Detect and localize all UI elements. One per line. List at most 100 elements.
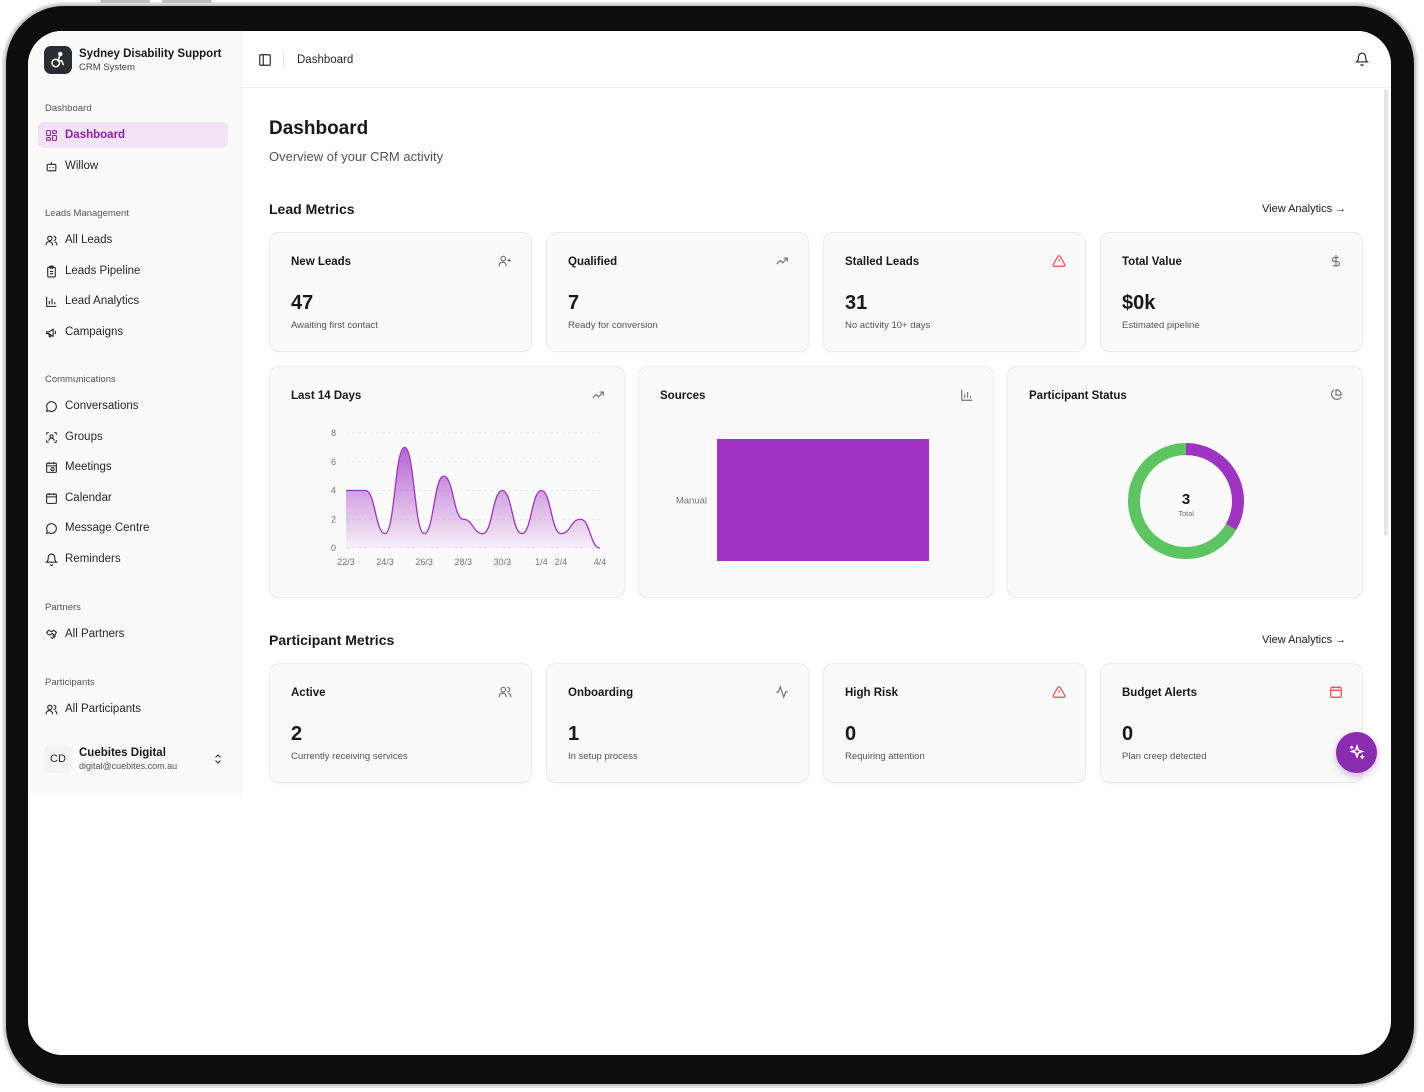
trending-up-icon	[776, 257, 788, 265]
card-value: 47	[291, 292, 314, 314]
scrollbar[interactable]	[1384, 89, 1388, 536]
calendar-icon	[46, 492, 57, 504]
sidebar-item-label: Dashboard	[65, 129, 126, 141]
card-value: $0k	[1122, 292, 1156, 314]
sidebar-item-label: Willow	[65, 160, 99, 172]
sidebar-item-leads-pipeline[interactable]: Leads Pipeline	[38, 258, 228, 284]
chart-title: Last 14 Days	[291, 390, 362, 402]
y-tick-label: 4	[331, 486, 336, 496]
page-title: Dashboard	[269, 118, 369, 139]
sidebar-item-reminders[interactable]: Reminders	[38, 546, 228, 572]
card-note: Currently receiving services	[291, 751, 408, 762]
sidebar-item-label: Campaigns	[65, 326, 124, 338]
card-note: In setup process	[568, 751, 638, 762]
metric-card-budget-alerts[interactable]: Budget Alerts 0 Plan creep detected	[1100, 663, 1363, 783]
x-tick-label: 28/3	[454, 557, 472, 567]
y-tick-label: 6	[331, 457, 336, 467]
page-subtitle: Overview of your CRM activity	[269, 149, 444, 164]
category-label: Manual	[676, 496, 707, 507]
metric-card-stalled-leads[interactable]: Stalled Leads 31 No activity 10+ days	[823, 232, 1086, 352]
clipboard-icon	[47, 265, 56, 277]
crm-app: Sydney Disability Support CRM System Das…	[28, 31, 1391, 794]
card-note: Awaiting first contact	[291, 320, 378, 331]
users-icon	[45, 704, 58, 714]
card-title: High Risk	[845, 687, 899, 699]
brand-title: Sydney Disability Support	[79, 47, 222, 60]
group-label-partners: Partners	[45, 602, 81, 613]
chart-card-last-14-days: Last 14 Days 0 2 4 6 8 22/3 24/3 26/3 28/3 30/3 1/…	[269, 366, 625, 598]
alert-triangle-icon	[1052, 686, 1066, 698]
sidebar-item-conversations[interactable]: Conversations	[38, 393, 228, 419]
sidebar-item-groups[interactable]: Groups	[38, 424, 228, 450]
sidebar-item-label: Message Centre	[65, 522, 150, 534]
x-tick-label: 2/4	[555, 557, 568, 567]
chart-card-sources: Sources Manual	[638, 366, 994, 598]
users-icon	[45, 235, 58, 245]
main-content: Dashboard Dashboard Overview of your CRM…	[241, 31, 1391, 794]
metric-card-qualified[interactable]: Qualified 7 Ready for conversion	[546, 232, 809, 352]
sidebar-item-calendar[interactable]: Calendar	[38, 485, 228, 511]
group-label-participants: Participants	[45, 677, 95, 688]
brand-logo	[44, 46, 72, 74]
sidebar-item-campaigns[interactable]: Campaigns	[38, 319, 228, 345]
activity-icon	[776, 685, 788, 699]
sidebar-item-all-partners[interactable]: All Partners	[38, 621, 228, 647]
breadcrumb: Dashboard	[297, 54, 354, 66]
sidebar-item-message-centre[interactable]: Message Centre	[38, 515, 228, 541]
area-fill	[346, 447, 600, 548]
sidebar-item-label: Leads Pipeline	[65, 265, 141, 277]
group-label-leads: Leads Management	[45, 208, 129, 219]
calendar-clock-icon	[46, 461, 57, 473]
x-tick-label: 22/3	[337, 557, 355, 567]
calendar-icon	[1330, 686, 1342, 698]
metric-card-new-leads[interactable]: New Leads 47 Awaiting first contact	[269, 232, 532, 352]
metric-card-total-value[interactable]: Total Value $0k Estimated pipeline	[1100, 232, 1363, 352]
y-tick-label: 0	[331, 543, 336, 553]
sidebar-item-label: Calendar	[65, 492, 112, 504]
user-menu[interactable]: CD Cuebites Digital digital@cuebites.com…	[44, 745, 224, 773]
metric-card-active[interactable]: Active 2 Currently receiving services	[269, 663, 532, 783]
sidebar-item-label: Lead Analytics	[65, 295, 140, 307]
card-value: 1	[568, 723, 580, 745]
ai-assistant-button[interactable]	[1336, 732, 1377, 773]
bar-chart-icon	[961, 389, 973, 401]
card-value: 0	[845, 723, 857, 745]
screen: Sydney Disability Support CRM System Das…	[28, 31, 1391, 1055]
sidebar-item-willow[interactable]: Willow	[38, 153, 228, 179]
sidebar-toggle-icon[interactable]	[258, 53, 272, 67]
bell-icon	[45, 553, 58, 566]
lead-metrics-title: Lead Metrics	[269, 201, 355, 217]
card-title: Total Value	[1122, 256, 1182, 268]
sidebar: Sydney Disability Support CRM System Das…	[28, 31, 241, 794]
participant-view-analytics-link[interactable]: View Analytics →	[1262, 634, 1347, 646]
sidebar-item-all-participants[interactable]: All Participants	[38, 696, 228, 722]
metric-card-onboarding[interactable]: Onboarding 1 In setup process	[546, 663, 809, 783]
sidebar-item-all-leads[interactable]: All Leads	[38, 227, 228, 253]
sidebar-item-lead-analytics[interactable]: Lead Analytics	[38, 288, 228, 314]
card-note: Plan creep detected	[1122, 751, 1207, 762]
message-circle-icon	[45, 400, 57, 412]
sparkles-icon	[1348, 743, 1365, 759]
chart-title: Participant Status	[1029, 390, 1127, 402]
brand[interactable]: Sydney Disability Support CRM System	[44, 46, 222, 74]
users-icon	[498, 686, 512, 698]
sidebar-item-label: All Leads	[65, 234, 113, 246]
sidebar-item-meetings[interactable]: Meetings	[38, 454, 228, 480]
power-button	[162, 0, 212, 3]
sidebar-item-dashboard[interactable]: Dashboard	[38, 122, 228, 148]
notification-bell-icon[interactable]	[1355, 52, 1369, 66]
chevrons-up-down-icon[interactable]	[212, 753, 224, 765]
x-tick-label: 24/3	[376, 557, 394, 567]
card-note: Ready for conversion	[568, 320, 658, 331]
card-title: Qualified	[568, 256, 618, 268]
x-tick-label: 1/4	[535, 557, 548, 567]
area-chart: 0 2 4 6 8 22/3 24/3 26/3 28/3 30/3 1/4 2/4 4/4	[331, 428, 606, 567]
brand-subtitle: CRM System	[79, 61, 135, 73]
pie-chart-icon	[1331, 389, 1342, 400]
trending-up-icon	[592, 391, 604, 399]
metric-card-high-risk[interactable]: High Risk 0 Requiring attention	[823, 663, 1086, 783]
card-value: 31	[845, 292, 868, 314]
lead-view-analytics-link[interactable]: View Analytics →	[1262, 203, 1347, 215]
bar-chart-icon	[46, 296, 57, 307]
